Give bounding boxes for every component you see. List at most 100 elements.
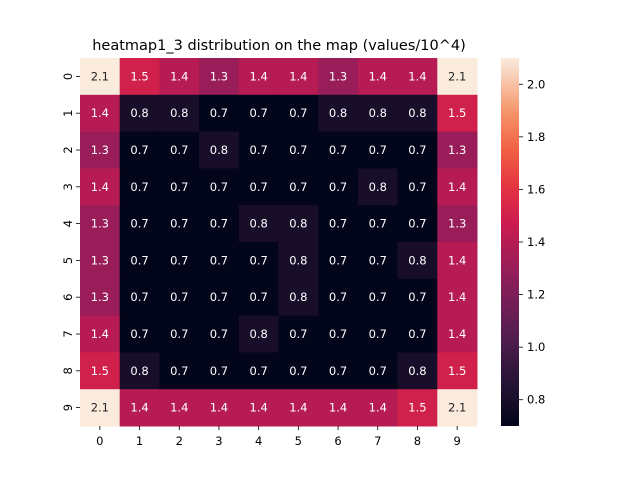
y-tick-label: 3 bbox=[61, 183, 75, 190]
x-tick-label: 8 bbox=[414, 434, 421, 448]
heatmap-cells bbox=[80, 58, 478, 427]
heatmap-cell bbox=[80, 352, 121, 390]
heatmap-cell bbox=[397, 205, 438, 243]
heatmap-cell bbox=[238, 278, 279, 317]
cell-value-label: 0.8 bbox=[408, 253, 426, 267]
heatmap-cell bbox=[318, 389, 359, 427]
heatmap-cell bbox=[119, 168, 160, 206]
cell-value-label: 0.8 bbox=[289, 253, 307, 267]
heatmap-cell bbox=[238, 389, 279, 427]
y-tick-label: 1 bbox=[61, 110, 75, 117]
heatmap-cell bbox=[80, 278, 121, 317]
cell-value-label: 1.5 bbox=[130, 69, 148, 83]
cell-value-label: 1.3 bbox=[91, 253, 109, 267]
heatmap-cell bbox=[357, 352, 399, 390]
heatmap-cell-labels: 2.1 1.5 1.4 1.3 1.4 1.4 1.3 1.4 1.4 2.1 1.4 0.8 0.8 0… bbox=[91, 69, 467, 414]
cell-value-label: 1.4 bbox=[91, 327, 109, 341]
cell-value-label: 0.7 bbox=[250, 253, 268, 267]
cell-value-label: 0.7 bbox=[130, 253, 148, 267]
cell-value-label: 0.7 bbox=[170, 143, 188, 157]
heatmap-cell bbox=[318, 278, 359, 317]
heatmap-cell bbox=[80, 94, 121, 133]
cell-value-label: 1.5 bbox=[448, 106, 466, 120]
cell-value-label: 0.7 bbox=[329, 180, 347, 194]
cell-value-label: 1.4 bbox=[408, 69, 426, 83]
x-tick-label: 5 bbox=[295, 434, 302, 448]
heatmap-cell bbox=[397, 315, 438, 353]
heatmap-cell bbox=[397, 242, 438, 280]
cell-value-label: 0.7 bbox=[210, 327, 228, 341]
heatmap-cell bbox=[318, 315, 359, 353]
y-tick-label: 7 bbox=[61, 330, 75, 337]
cell-value-label: 1.3 bbox=[91, 217, 109, 231]
heatmap-cell bbox=[357, 205, 399, 243]
cell-value-label: 0.7 bbox=[289, 327, 307, 341]
cell-value-label: 0.7 bbox=[369, 253, 387, 267]
y-tick-label: 2 bbox=[61, 146, 75, 153]
cell-value-label: 0.7 bbox=[170, 180, 188, 194]
cell-value-label: 0.7 bbox=[130, 180, 148, 194]
cell-value-label: 0.8 bbox=[408, 364, 426, 378]
colorbar-tick-label: 0.8 bbox=[527, 393, 545, 407]
colorbar-tick-label: 2.0 bbox=[527, 77, 545, 91]
cell-value-label: 0.7 bbox=[408, 180, 426, 194]
x-tick-label: 3 bbox=[215, 434, 222, 448]
cell-value-label: 0.7 bbox=[130, 290, 148, 304]
heatmap-cell bbox=[199, 94, 240, 133]
cell-value-label: 1.4 bbox=[369, 401, 387, 415]
cell-value-label: 0.7 bbox=[369, 327, 387, 341]
heatmap-cell bbox=[318, 352, 359, 390]
heatmap-cell bbox=[159, 278, 200, 317]
cell-value-label: 0.7 bbox=[289, 180, 307, 194]
heatmap-cell bbox=[238, 352, 279, 390]
heatmap-cell bbox=[278, 278, 319, 317]
heatmap-cell bbox=[318, 205, 359, 243]
cell-value-label: 0.7 bbox=[250, 106, 268, 120]
cell-value-label: 1.4 bbox=[210, 401, 228, 415]
cell-value-label: 1.5 bbox=[408, 401, 426, 415]
cell-value-label: 0.7 bbox=[250, 180, 268, 194]
heatmap-cell bbox=[199, 242, 240, 280]
heatmap-cell bbox=[278, 58, 319, 96]
cell-value-label: 0.7 bbox=[130, 217, 148, 231]
cell-value-label: 1.4 bbox=[170, 401, 188, 415]
heatmap-cell bbox=[437, 205, 478, 243]
cell-value-label: 0.7 bbox=[170, 364, 188, 378]
y-tick-label: 0 bbox=[61, 73, 75, 80]
y-tick-label: 6 bbox=[61, 294, 75, 301]
x-tick-label: 7 bbox=[374, 434, 381, 448]
colorbar-tick-label: 1.4 bbox=[527, 235, 545, 249]
cell-value-label: 0.7 bbox=[210, 106, 228, 120]
y-tick-label: 5 bbox=[61, 257, 75, 264]
heatmap-cell bbox=[119, 205, 160, 243]
cell-value-label: 1.3 bbox=[448, 217, 466, 231]
heatmap-cell bbox=[159, 94, 200, 133]
heatmap-cell bbox=[397, 131, 438, 169]
heatmap-cell bbox=[119, 352, 160, 390]
colorbar-tick-label: 1.2 bbox=[527, 288, 545, 302]
heatmap-cell bbox=[238, 58, 279, 96]
cell-value-label: 1.4 bbox=[289, 69, 307, 83]
heatmap-cell bbox=[397, 352, 438, 390]
cell-value-label: 0.8 bbox=[210, 143, 228, 157]
heatmap-cell bbox=[437, 168, 478, 206]
cell-value-label: 0.7 bbox=[170, 327, 188, 341]
cell-value-label: 0.7 bbox=[408, 290, 426, 304]
cell-value-label: 0.8 bbox=[130, 364, 148, 378]
cell-value-label: 1.5 bbox=[448, 364, 466, 378]
colorbar-tick-label: 1.0 bbox=[527, 340, 545, 354]
cell-value-label: 1.4 bbox=[329, 401, 347, 415]
cell-value-label: 0.8 bbox=[369, 180, 387, 194]
heatmap-cell bbox=[318, 94, 359, 133]
heatmap-cell bbox=[199, 58, 240, 96]
heatmap-cell bbox=[437, 131, 478, 169]
heatmap-cell bbox=[238, 168, 279, 206]
heatmap-cell bbox=[278, 205, 319, 243]
heatmap-cell bbox=[159, 168, 200, 206]
cell-value-label: 1.4 bbox=[448, 327, 466, 341]
x-tick-label: 4 bbox=[255, 434, 262, 448]
cell-value-label: 2.1 bbox=[448, 69, 466, 83]
colorbar-tick-label: 1.6 bbox=[527, 182, 545, 196]
cell-value-label: 0.7 bbox=[210, 180, 228, 194]
